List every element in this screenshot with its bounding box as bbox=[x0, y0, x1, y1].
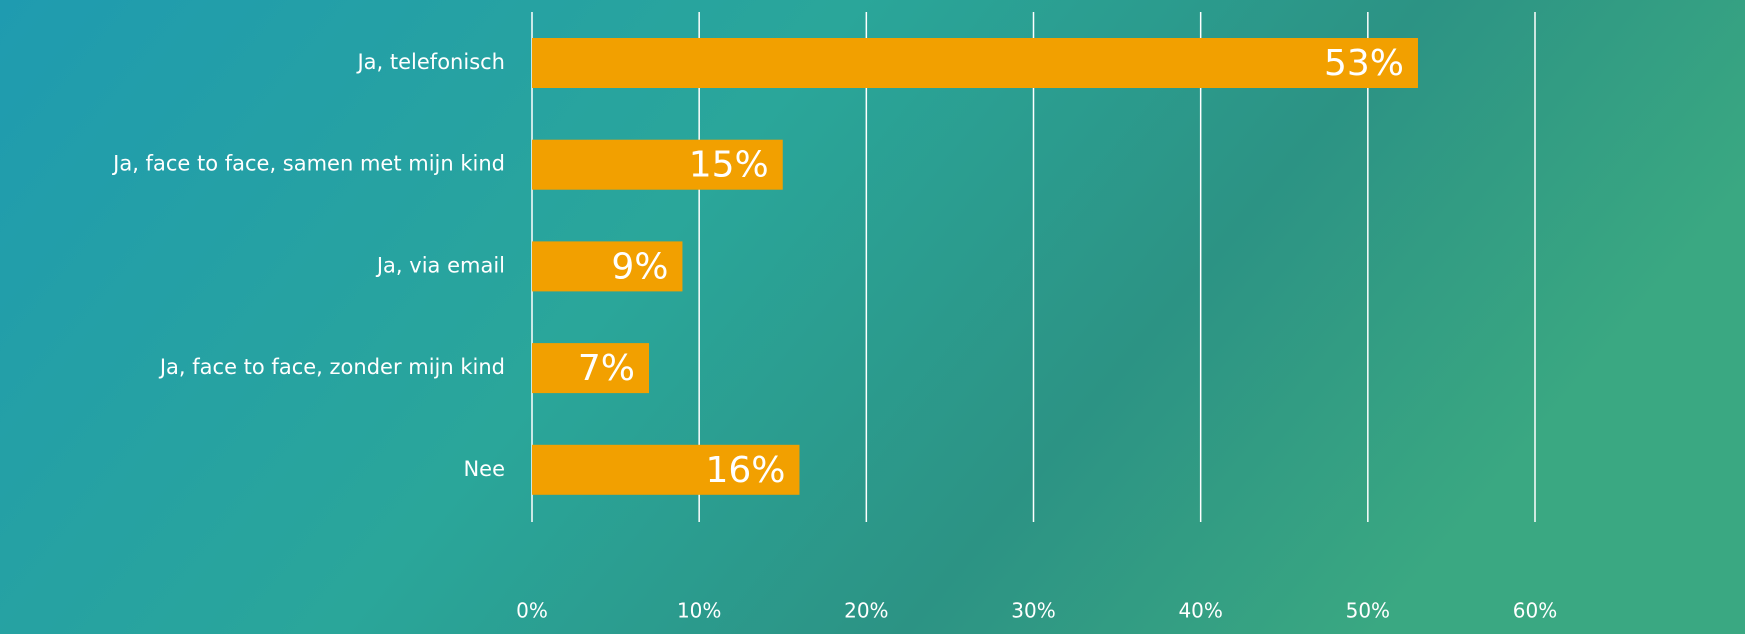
value-label: 15% bbox=[689, 145, 769, 186]
bar bbox=[532, 38, 1418, 88]
bar bbox=[532, 444, 800, 495]
bar bbox=[532, 139, 783, 190]
x-tick-label: 40% bbox=[1178, 599, 1222, 623]
x-tick-label: 50% bbox=[1346, 599, 1390, 623]
x-tick-label: 0% bbox=[516, 599, 548, 623]
x-tick-label: 30% bbox=[1011, 599, 1055, 623]
category-label: Nee bbox=[463, 457, 505, 481]
category-label: Ja, face to face, samen met mijn kind bbox=[111, 152, 505, 176]
category-label: Ja, via email bbox=[375, 253, 505, 277]
bar bbox=[532, 343, 650, 394]
value-label: 7% bbox=[578, 348, 635, 389]
x-tick-label: 60% bbox=[1513, 599, 1557, 623]
x-tick-label: 20% bbox=[844, 599, 888, 623]
x-tick-label: 10% bbox=[677, 599, 721, 623]
category-label: Ja, face to face, zonder mijn kind bbox=[158, 355, 505, 379]
value-label: 53% bbox=[1324, 43, 1404, 84]
bar bbox=[532, 241, 683, 292]
category-label: Ja, telefonisch bbox=[355, 50, 505, 74]
value-label: 9% bbox=[611, 246, 668, 287]
value-label: 16% bbox=[705, 450, 785, 491]
